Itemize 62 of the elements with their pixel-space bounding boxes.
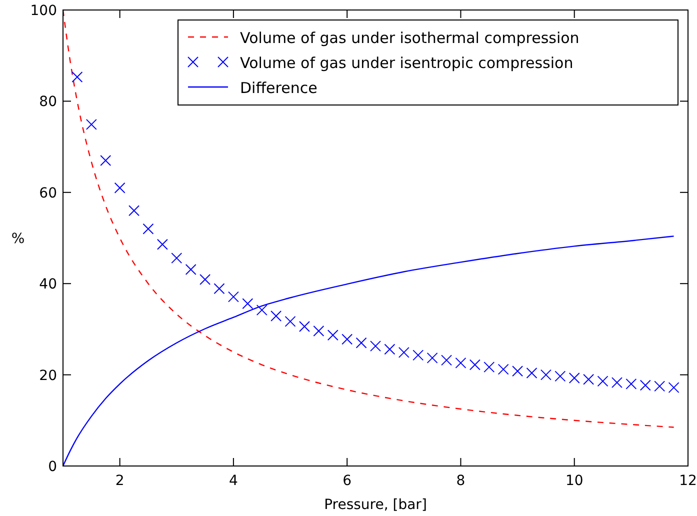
point: [86, 118, 97, 130]
point: [200, 274, 211, 285]
point: [554, 370, 566, 382]
legend-label: Volume of gas under isentropic compression: [240, 54, 574, 72]
point: [498, 364, 509, 375]
point: [228, 291, 239, 302]
legend-label: Volume of gas under isothermal compression: [240, 29, 580, 47]
x-tick-label: 2: [115, 473, 124, 489]
point: [142, 223, 154, 234]
x-tick-label: 10: [565, 473, 584, 489]
point: [512, 366, 524, 377]
point: [128, 205, 140, 216]
point: [356, 337, 367, 348]
point: [370, 340, 381, 352]
line-series: [62, 236, 674, 467]
point: [313, 326, 324, 337]
point: [484, 362, 495, 373]
y-tick-label: 60: [39, 185, 57, 202]
point: [626, 378, 637, 390]
point: [412, 350, 424, 361]
point: [270, 310, 282, 322]
legend-label: Difference: [240, 79, 318, 97]
point: [568, 372, 580, 384]
point: [654, 380, 666, 392]
point: [597, 376, 608, 387]
x-tick-label: 4: [228, 473, 238, 489]
point: [171, 252, 182, 264]
y-axis-title: %: [11, 231, 25, 247]
x-axis-title: Pressure, [bar]: [324, 497, 427, 513]
point: [114, 182, 126, 194]
point: [156, 238, 168, 250]
x-tick-label: 12: [679, 473, 697, 489]
point: [455, 357, 466, 368]
point: [72, 72, 83, 83]
point: [640, 380, 651, 391]
point: [214, 283, 225, 294]
y-tick-label: 40: [39, 276, 57, 293]
line-series: [62, 9, 674, 428]
y-tick-label: 80: [39, 94, 57, 110]
point: [426, 352, 438, 364]
point: [342, 334, 353, 345]
point: [384, 344, 396, 355]
point: [327, 330, 338, 341]
point: [611, 377, 622, 388]
y-tick-label: 20: [39, 368, 57, 384]
point: [526, 367, 538, 378]
point: [185, 264, 196, 275]
point: [469, 359, 480, 370]
point: [540, 369, 552, 380]
point: [100, 154, 112, 166]
x-tick-label: 8: [456, 473, 466, 489]
point: [583, 374, 594, 385]
point: [256, 304, 268, 316]
point: [398, 346, 410, 358]
point: [242, 298, 254, 310]
y-tick-label: 100: [30, 3, 57, 19]
point: [441, 354, 452, 366]
point: [284, 316, 296, 327]
x-tick-label: 6: [342, 473, 352, 489]
y-tick-label: 0: [48, 459, 57, 475]
point: [668, 382, 680, 394]
point: [298, 320, 310, 332]
